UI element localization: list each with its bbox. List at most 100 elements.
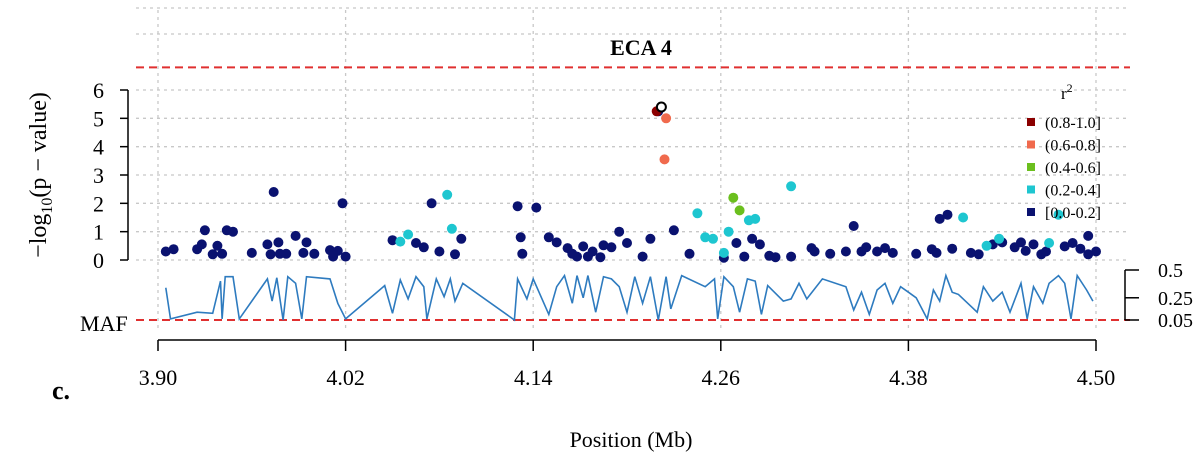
snp-point [942, 209, 953, 220]
snp-point [262, 239, 273, 250]
snp-point [301, 237, 312, 248]
snp-point [212, 240, 223, 251]
snp-point [411, 238, 421, 248]
legend-label: (0.8-1.0] [1045, 115, 1101, 132]
y-axis-label: −log10(p − value) [26, 92, 56, 258]
grid-lines [136, 7, 1130, 330]
y-tick-label: 2 [93, 191, 104, 216]
maf-tick-label: 0.25 [1158, 288, 1193, 310]
snp-point [598, 240, 609, 251]
snp-point [825, 248, 836, 259]
maf-tick-label: 0.5 [1158, 260, 1183, 282]
snp-point [708, 233, 718, 244]
snp-point [450, 249, 460, 260]
snp-point [273, 237, 284, 248]
snp-point [848, 221, 859, 231]
y-tick-label: 1 [93, 220, 104, 245]
snp-point [872, 246, 883, 257]
lead-snp-point [655, 101, 667, 113]
x-tick-label: 3.90 [139, 365, 178, 390]
panel-label: c. [52, 376, 70, 405]
snp-point [861, 242, 872, 253]
significance-lines [136, 66, 1130, 321]
snp-point [265, 249, 276, 260]
legend-swatch [1027, 163, 1035, 171]
y-tick-label: 0 [93, 248, 104, 273]
maf-axis: 0.050.25 0.5 [1124, 260, 1193, 332]
snp-point [456, 233, 467, 244]
maf-series-line [165, 272, 1094, 322]
snp-point [298, 247, 309, 258]
y-tick-label: 5 [93, 106, 104, 131]
snp-point [1091, 246, 1101, 257]
snp-point [747, 233, 758, 244]
snp-point [281, 248, 292, 259]
maf-label: MAF [80, 311, 128, 336]
snp-point [246, 247, 257, 258]
snp-point [684, 248, 695, 259]
maf-line [165, 272, 1094, 322]
snp-point [442, 189, 453, 200]
snp-point [395, 236, 406, 247]
snp-point [217, 248, 228, 259]
x-tick-label: 4.02 [326, 365, 365, 390]
snp-point [739, 251, 750, 262]
snp-point [668, 225, 679, 236]
legend-label: (0.6-0.8] [1045, 138, 1101, 155]
snp-point [196, 239, 207, 250]
snp-point [786, 181, 797, 192]
x-tick-label: 4.26 [702, 365, 741, 390]
snp-point [403, 229, 414, 240]
snp-point [543, 232, 554, 243]
snp-point [434, 246, 445, 257]
legend-swatch [1027, 140, 1035, 149]
snp-point [981, 240, 992, 251]
snp-point [887, 247, 898, 258]
chart-title: ECA 4 [610, 35, 672, 60]
snp-point [1075, 243, 1086, 254]
x-tick-label: 4.38 [889, 365, 928, 390]
y-axis: 0 1 2 3 4 5 6 [93, 78, 129, 273]
snp-point [965, 247, 976, 258]
x-axis: 3.90 4.02 4.14 4.26 4.38 4.50 [139, 339, 1116, 390]
legend: r2 (0.8-1.0] (0.6-0.8] (0.4-0.6] (0.2-0.4] [0… [1027, 81, 1101, 222]
snp-point [614, 226, 625, 237]
snp-point [750, 213, 761, 224]
legend-title: r2 [1061, 81, 1073, 103]
snp-point [426, 198, 437, 209]
snp-point [1083, 249, 1094, 260]
snp-point [332, 245, 343, 256]
snp-point [723, 226, 734, 237]
snp-point [734, 205, 745, 216]
snp-point [661, 113, 672, 124]
y-tick-label: 6 [93, 78, 104, 103]
snp-point [700, 232, 711, 243]
snp-point [168, 244, 179, 255]
snp-point [1016, 237, 1026, 248]
snp-point [337, 198, 348, 209]
snp-point [622, 238, 632, 248]
legend-swatch [1027, 185, 1035, 194]
snp-point [1083, 230, 1094, 241]
data-points [160, 101, 1101, 263]
legend-title-base: r [1061, 84, 1067, 103]
snp-point [1067, 238, 1078, 248]
snp-point [659, 154, 670, 165]
snp-point [911, 248, 922, 259]
snp-point [1028, 239, 1039, 250]
snp-point [947, 243, 958, 254]
snp-point [637, 251, 648, 262]
snp-point [606, 242, 617, 253]
snp-point [595, 252, 606, 263]
snp-point [387, 235, 398, 246]
x-tick-label: 4.50 [1077, 365, 1116, 390]
snp-point [1059, 241, 1070, 252]
y-axis-label-subscript: 10 [39, 198, 56, 214]
x-tick-label: 4.14 [514, 365, 553, 390]
snp-point [587, 246, 598, 257]
snp-point [718, 247, 729, 258]
snp-point [340, 251, 351, 262]
snp-point [786, 251, 797, 262]
snp-point [515, 232, 526, 243]
